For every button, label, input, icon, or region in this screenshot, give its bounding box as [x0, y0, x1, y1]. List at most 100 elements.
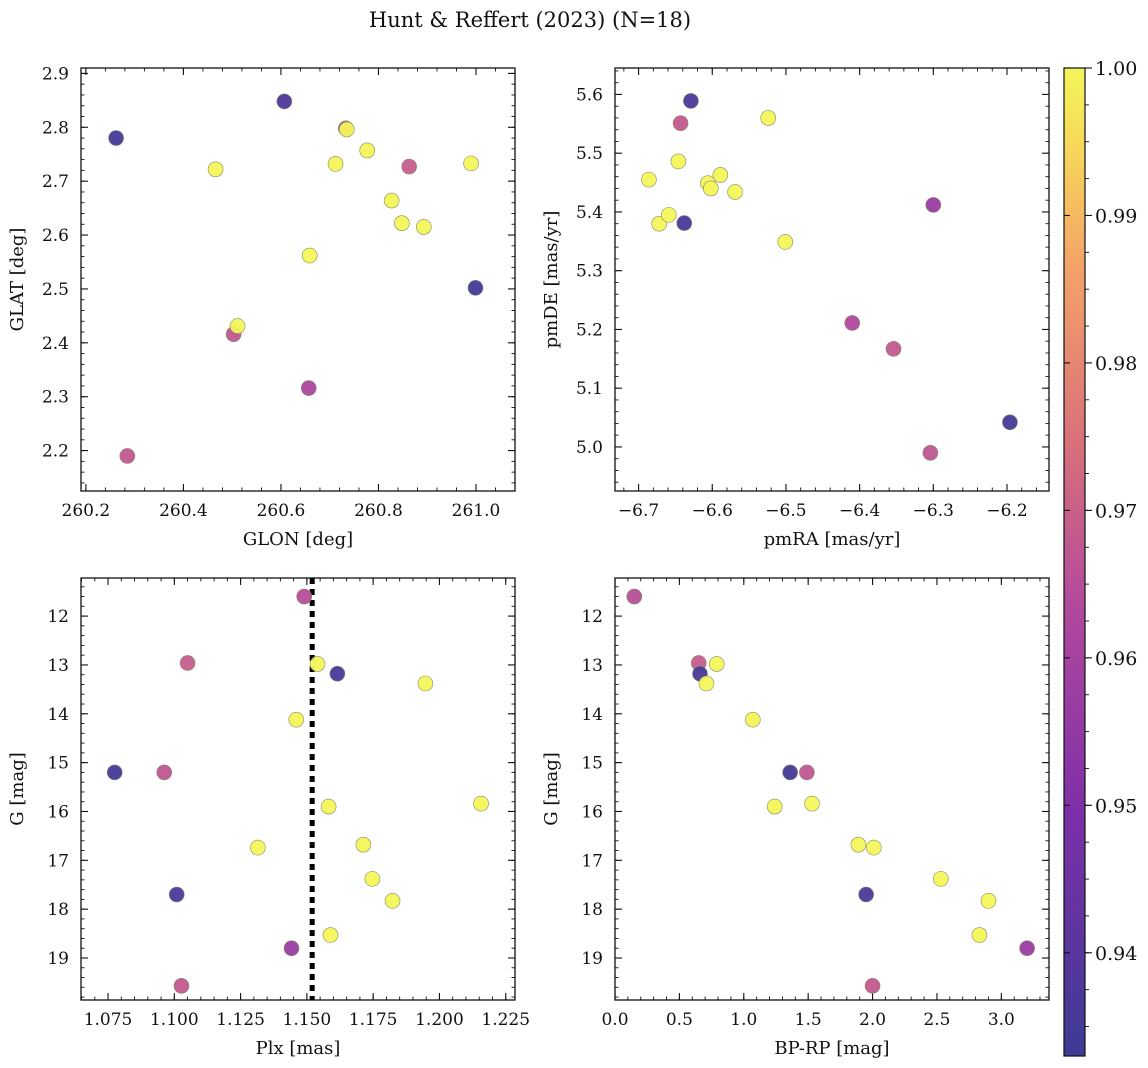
x-tick-label: 260.2 — [62, 501, 111, 521]
scatter-point — [301, 247, 318, 264]
scatter-point — [359, 142, 376, 159]
x-tick-label: −6.4 — [839, 501, 880, 521]
scatter-point — [922, 445, 939, 461]
x-tick-label: −6.6 — [692, 501, 733, 521]
scatter-point — [383, 192, 400, 209]
scatter-point — [660, 207, 677, 223]
y-tick-label: 5.4 — [576, 203, 603, 223]
x-tick-label: 0.5 — [666, 1010, 693, 1030]
y-tick-label: 5.3 — [576, 262, 603, 282]
y-tick-label: 2.7 — [42, 172, 69, 192]
x-tick-label: 1.175 — [349, 1010, 398, 1030]
colorbar-tick-label: 0.98 — [1095, 353, 1137, 375]
x-tick-label: 261.0 — [452, 501, 501, 521]
x-tick-label: 1.225 — [481, 1010, 530, 1030]
figure-title: Hunt & Reffert (2023) (N=18) — [369, 8, 691, 32]
scatter-point — [850, 836, 867, 853]
y-tick-label: 2.3 — [42, 388, 69, 408]
scatter-point — [338, 121, 355, 138]
scatter-point — [320, 798, 337, 815]
scatter-point — [760, 110, 777, 126]
y-tick-label: 2.9 — [42, 64, 69, 84]
y-tick-label: 5.1 — [576, 379, 603, 399]
x-tick-label: 1.0 — [730, 1010, 757, 1030]
y-tick-label: 15 — [581, 754, 603, 774]
y-tick-label: 5.5 — [576, 144, 603, 164]
scatter-point — [702, 180, 719, 197]
x-tick-label: 1.125 — [216, 1010, 265, 1030]
colorbar-tick-label: 0.95 — [1095, 795, 1137, 817]
scatter-point — [698, 675, 715, 692]
panel-glon-glat: 260.2 260.4 260.6 260.8 261.0 2.2 2.3 2.4 2.5 2.6… — [7, 64, 516, 550]
y-tick-label: 18 — [581, 900, 603, 920]
colorbar-tick-label: 0.96 — [1095, 648, 1137, 670]
y-tick-label: 13 — [581, 656, 603, 676]
scatter-point — [799, 764, 815, 781]
scatter-point — [355, 836, 372, 853]
scatter-point — [766, 798, 783, 815]
y-tick-label: 16 — [47, 802, 69, 822]
scatter-point — [712, 167, 729, 183]
panel-cmd: 0.0 0.5 1.0 1.5 2.0 2.5 3.0 12 13 14 15 16 17 18 19 BP-… — [541, 577, 1050, 1059]
x-tick-label: 0.0 — [601, 1010, 628, 1030]
colorbar-gradient — [1063, 67, 1086, 1057]
x-tick-label: 260.6 — [257, 501, 306, 521]
x-axis-label: BP-RP [mag] — [774, 1038, 889, 1059]
scatter-point — [463, 155, 479, 172]
scatter-point — [885, 341, 902, 357]
y-tick-label: 2.8 — [42, 118, 69, 138]
axes-frame — [614, 67, 1050, 492]
scatter-point — [168, 886, 185, 903]
scatter-point — [179, 655, 196, 671]
scatter-point — [672, 115, 689, 132]
scatter-point — [971, 927, 988, 943]
scatter-point — [300, 380, 317, 396]
scatter-point — [119, 448, 136, 464]
scatter-point — [782, 764, 798, 781]
scatter-point — [417, 675, 434, 692]
x-tick-label: −6.3 — [913, 501, 954, 521]
y-tick-label: 12 — [581, 607, 603, 627]
y-axis-label: G [mag] — [541, 752, 562, 825]
x-tick-label: 1.200 — [415, 1010, 464, 1030]
colorbar-tick-label: 0.94 — [1095, 943, 1137, 965]
y-tick-label: 17 — [581, 851, 603, 871]
y-tick-label: 19 — [581, 949, 603, 969]
scatter-point — [394, 215, 410, 231]
x-tick-label: 1.100 — [150, 1010, 199, 1030]
scatter-point — [250, 839, 266, 856]
scatter-point — [1002, 414, 1018, 431]
scatter-point — [296, 588, 313, 605]
scatter-point — [309, 656, 326, 672]
scatter-point — [1019, 940, 1035, 957]
x-tick-label: 3.0 — [988, 1010, 1015, 1030]
x-tick-label: 1.150 — [283, 1010, 332, 1030]
scatter-point — [925, 197, 942, 213]
y-tick-label: 17 — [47, 851, 69, 871]
scatter-point — [329, 665, 346, 682]
y-axis-label: pmDE [mas/yr] — [541, 211, 562, 349]
scatter-point — [676, 215, 693, 231]
y-tick-label: 5.6 — [576, 85, 603, 105]
y-tick-label: 5.2 — [576, 320, 603, 340]
scatter-point — [156, 764, 173, 781]
scatter-point — [401, 158, 417, 175]
colorbar: 0.94 0.95 0.96 0.97 0.98 0.99 1.00 — [1063, 58, 1137, 1057]
axes-frame — [80, 577, 516, 1001]
scatter-point — [777, 234, 794, 250]
scatter-point — [980, 893, 997, 909]
scatter-point — [670, 153, 687, 170]
x-tick-label: −6.7 — [618, 501, 659, 521]
scatter-point — [683, 93, 699, 109]
y-axis-label: G [mag] — [7, 752, 28, 825]
x-tick-label: 260.8 — [354, 501, 403, 521]
y-tick-label: 18 — [47, 900, 69, 920]
colorbar-tick-label: 1.00 — [1095, 58, 1137, 80]
y-tick-label: 2.2 — [42, 442, 69, 462]
y-tick-label: 2.6 — [42, 226, 69, 246]
x-tick-label: 2.0 — [859, 1010, 886, 1030]
scatter-point — [384, 893, 401, 909]
x-tick-label: −6.2 — [986, 501, 1027, 521]
scatter-point — [283, 940, 300, 957]
